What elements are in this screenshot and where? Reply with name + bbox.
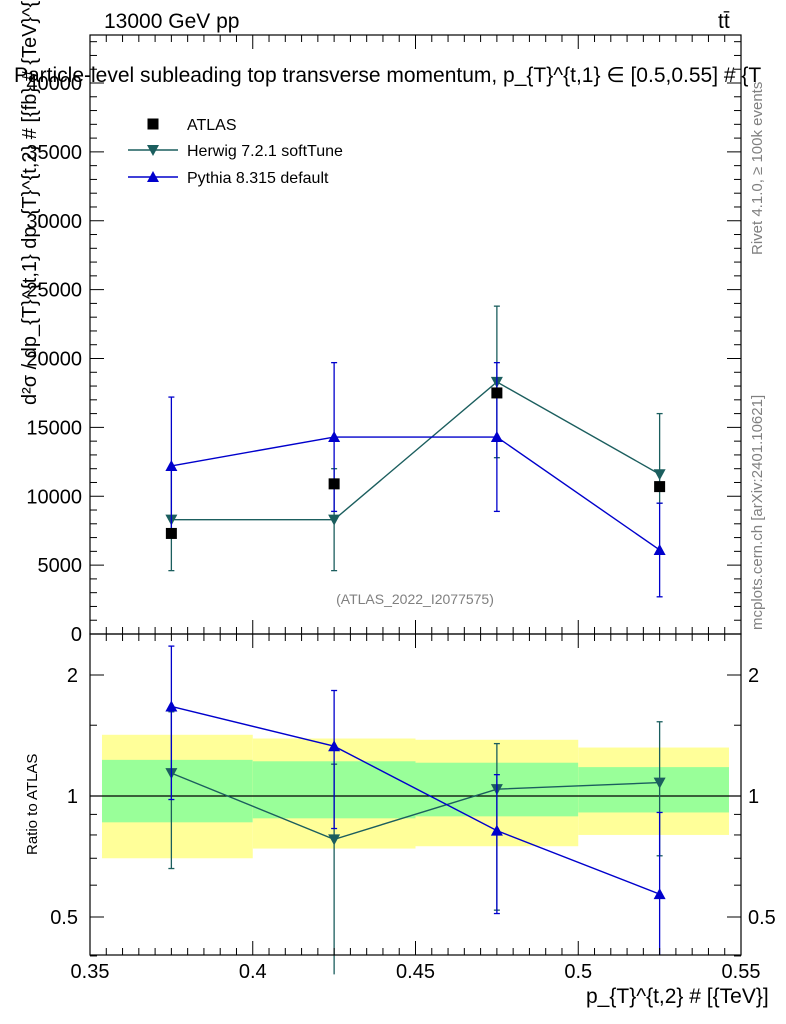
- y-tick-label: 30000: [26, 211, 82, 233]
- ratio-y-tick-label-left: 2: [67, 665, 78, 687]
- rivet-label: Rivet 4.1.0, ≥ 100k events: [749, 82, 766, 255]
- x-axis-label: p_{T}^{t,2} # [{TeV}]: [586, 985, 769, 1008]
- ratio-y-tick-label-right: 1: [748, 786, 759, 808]
- y-tick-label: 40000: [26, 73, 82, 95]
- atlas-point: [654, 481, 666, 493]
- watermark: (ATLAS_2022_I2077575): [336, 591, 494, 607]
- atlas-point: [165, 527, 177, 539]
- y-tick-label: 0: [71, 624, 82, 646]
- ratio-herwig-point: [328, 834, 341, 846]
- ratio-panel: 0.5 0.5 1 1 2 2 0.35 0.4 0.45 0.5 0.55 Ratio to AT…: [24, 633, 776, 983]
- atlas-point: [328, 478, 340, 490]
- x-tick-label: 0.5: [564, 961, 592, 983]
- legend-atlas-label: ATLAS: [187, 117, 237, 134]
- herwig-point: [328, 514, 341, 526]
- pythia-point: [328, 431, 341, 443]
- header-left: 13000 GeV pp: [104, 10, 239, 33]
- x-tick-label: 0.55: [722, 961, 761, 983]
- y-tick-label: 5000: [38, 555, 83, 577]
- ratio-y-tick-label-left: 1: [67, 786, 78, 808]
- y-tick-label: 35000: [26, 142, 82, 164]
- ratio-herwig-point: [653, 777, 666, 789]
- herwig-point: [653, 469, 666, 481]
- legend-pythia-label: Pythia 8.315 default: [187, 170, 329, 187]
- legend-atlas-marker: [147, 118, 159, 130]
- y-tick-label: 20000: [26, 349, 82, 371]
- x-tick-label: 0.4: [239, 961, 267, 983]
- pythia-point: [653, 543, 666, 555]
- pythia-point: [165, 459, 178, 471]
- ratio-pythia-point: [165, 700, 178, 712]
- mcplots-label: mcplots.cern.ch [arXiv:2401.10621]: [749, 395, 766, 630]
- atlas-point: [491, 387, 503, 399]
- legend-herwig-marker: [147, 145, 159, 156]
- ratio-pythia-line: [171, 705, 660, 895]
- y-tick-label: 25000: [26, 280, 82, 302]
- ratio-y-tick-label-left: 0.5: [50, 907, 78, 929]
- y-tick-label: 10000: [26, 486, 82, 508]
- ratio-herwig-line: [171, 772, 660, 841]
- pythia-line: [171, 436, 661, 551]
- pythia-point: [490, 431, 503, 443]
- main-panel: 0 5000 10000 15000 20000 25000 30000 35000 40000…: [14, 0, 761, 646]
- header-right: tt̄: [718, 10, 730, 33]
- uncertainty-band-green: [578, 767, 729, 813]
- main-title: Particle-level subleading top transverse…: [14, 64, 761, 87]
- x-tick-label: 0.35: [71, 961, 110, 983]
- y-tick-label: 15000: [26, 417, 82, 439]
- legend: ATLAS Herwig 7.2.1 softTune Pythia 8.315 d…: [128, 117, 343, 187]
- x-tick-label: 0.45: [396, 961, 435, 983]
- legend-herwig-label: Herwig 7.2.1 softTune: [187, 143, 343, 160]
- ratio-y-tick-label-right: 2: [748, 665, 759, 687]
- uncertainty-band-green: [102, 759, 253, 823]
- ratio-pythia-point: [653, 888, 666, 900]
- ratio-ylabel: Ratio to ATLAS: [24, 754, 41, 855]
- ratio-pythia-point: [490, 824, 503, 836]
- ratio-pythia-point: [328, 740, 341, 752]
- legend-pythia-marker: [147, 171, 159, 182]
- ratio-y-tick-label-right: 0.5: [748, 907, 776, 929]
- herwig-line: [171, 381, 660, 521]
- main-ylabel: d²σ / dp_{T}^{t,1} dp_{T}^{t,2} # [{fb} …: [19, 0, 41, 405]
